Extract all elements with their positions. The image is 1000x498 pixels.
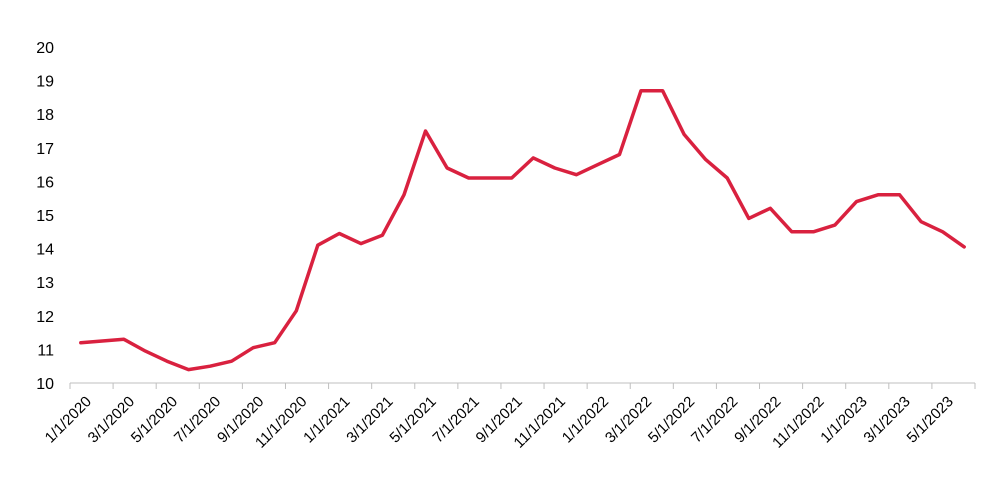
x-tick-label: 3/1/2023 [860,393,913,446]
y-tick-label: 10 [36,376,54,393]
x-tick-label: 7/1/2021 [430,393,483,446]
y-axis-tick-labels: 10 11 12 13 14 15 16 17 18 19 20 [36,40,54,393]
y-tick-label: 15 [36,208,54,225]
x-tick-label: 1/1/2021 [300,393,353,446]
x-tick-label: 5/1/2022 [645,393,698,446]
x-tick-label: 7/1/2022 [688,393,741,446]
x-axis-tick-labels: 1/1/20203/1/20205/1/20207/1/20209/1/2020… [42,393,957,451]
x-tick-label: 1/1/2020 [42,393,95,446]
x-tick-label: 3/1/2020 [85,393,138,446]
x-tick-label: 1/1/2023 [817,393,870,446]
x-tick-label: 7/1/2020 [171,393,224,446]
y-tick-label: 12 [36,309,54,326]
y-tick-label: 13 [36,275,54,292]
series-line [79,88,966,372]
x-axis-tick-marks [69,383,976,389]
x-tick-label: 5/1/2021 [386,393,439,446]
y-tick-label: 18 [36,107,54,124]
y-tick-label: 16 [36,174,54,191]
x-tick-label: 3/1/2022 [602,393,655,446]
y-tick-label: 11 [37,342,54,359]
x-tick-label: 5/1/2020 [128,393,181,446]
y-tick-label: 17 [36,141,54,158]
x-tick-label: 3/1/2021 [343,393,396,446]
x-tick-label: 5/1/2023 [904,393,957,446]
x-tick-label: 1/1/2022 [559,393,612,446]
y-tick-label: 20 [36,40,54,57]
y-tick-label: 14 [36,242,54,259]
y-tick-label: 19 [36,74,54,91]
